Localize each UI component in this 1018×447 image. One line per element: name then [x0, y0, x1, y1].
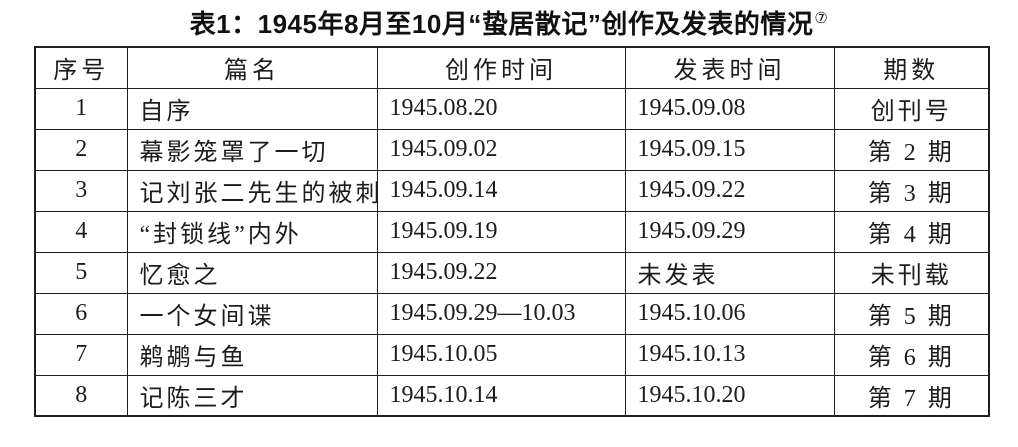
cell-title: “封锁线”内外 [126, 210, 378, 253]
cell-issue: 第 5 期 [833, 292, 990, 335]
cell-created: 1945.10.14 [376, 374, 626, 417]
table-caption: 表1：1945年8月至10月“蛰居散记”创作及发表的情况⑦ [0, 8, 1018, 40]
cell-title: 忆愈之 [126, 251, 378, 294]
cell-published: 1945.09.15 [624, 128, 835, 171]
cell-created: 1945.09.22 [376, 251, 626, 294]
table-row: 2 幕影笼罩了一切 1945.09.02 1945.09.15 第 2 期 [34, 128, 990, 171]
cell-created: 1945.09.29—10.03 [376, 292, 626, 335]
cell-title: 自序 [126, 87, 378, 130]
cell-created: 1945.09.14 [376, 169, 626, 212]
cell-index: 8 [34, 374, 128, 417]
cell-index: 4 [34, 210, 128, 253]
cell-published: 1945.10.06 [624, 292, 835, 335]
table-row: 8 记陈三才 1945.10.14 1945.10.20 第 7 期 [34, 374, 990, 417]
cell-issue: 未刊载 [833, 251, 990, 294]
cell-index: 7 [34, 333, 128, 376]
footnote-marker: ⑦ [814, 10, 829, 28]
cell-created: 1945.10.05 [376, 333, 626, 376]
table-caption-text: 表1：1945年8月至10月“蛰居散记”创作及发表的情况 [189, 9, 814, 39]
cell-published: 1945.09.08 [624, 87, 835, 130]
cell-index: 5 [34, 251, 128, 294]
cell-issue: 第 6 期 [833, 333, 990, 376]
cell-created: 1945.09.19 [376, 210, 626, 253]
cell-issue: 第 3 期 [833, 169, 990, 212]
cell-title: 一个女间谍 [126, 292, 378, 335]
cell-title: 记陈三才 [126, 374, 378, 417]
cell-title: 幕影笼罩了一切 [126, 128, 378, 171]
table-row: 7 鹈鹕与鱼 1945.10.05 1945.10.13 第 6 期 [34, 333, 990, 376]
cell-index: 3 [34, 169, 128, 212]
column-header-issue: 期数 [833, 46, 990, 89]
column-header-published: 发表时间 [624, 46, 835, 89]
cell-issue: 第 7 期 [833, 374, 990, 417]
cell-issue: 创刊号 [833, 87, 990, 130]
cell-published: 1945.10.20 [624, 374, 835, 417]
cell-published: 1945.09.22 [624, 169, 835, 212]
column-header-created: 创作时间 [376, 46, 626, 89]
cell-created: 1945.09.02 [376, 128, 626, 171]
cell-published: 未发表 [624, 251, 835, 294]
cell-title: 记刘张二先生的被刺 [126, 169, 378, 212]
table-row: 4 “封锁线”内外 1945.09.19 1945.09.29 第 4 期 [34, 210, 990, 253]
table-row: 6 一个女间谍 1945.09.29—10.03 1945.10.06 第 5 … [34, 292, 990, 335]
table-row: 1 自序 1945.08.20 1945.09.08 创刊号 [34, 87, 990, 130]
publication-table: 序号 篇名 创作时间 发表时间 期数 1 自序 1945.08.20 1945.… [34, 46, 990, 417]
table-row: 5 忆愈之 1945.09.22 未发表 未刊载 [34, 251, 990, 294]
cell-created: 1945.08.20 [376, 87, 626, 130]
cell-published: 1945.10.13 [624, 333, 835, 376]
cell-title: 鹈鹕与鱼 [126, 333, 378, 376]
column-header-index: 序号 [34, 46, 128, 89]
cell-index: 2 [34, 128, 128, 171]
cell-published: 1945.09.29 [624, 210, 835, 253]
header-row: 序号 篇名 创作时间 发表时间 期数 [34, 46, 990, 89]
cell-issue: 第 2 期 [833, 128, 990, 171]
cell-index: 1 [34, 87, 128, 130]
table-row: 3 记刘张二先生的被刺 1945.09.14 1945.09.22 第 3 期 [34, 169, 990, 212]
cell-issue: 第 4 期 [833, 210, 990, 253]
cell-index: 6 [34, 292, 128, 335]
column-header-title: 篇名 [126, 46, 378, 89]
